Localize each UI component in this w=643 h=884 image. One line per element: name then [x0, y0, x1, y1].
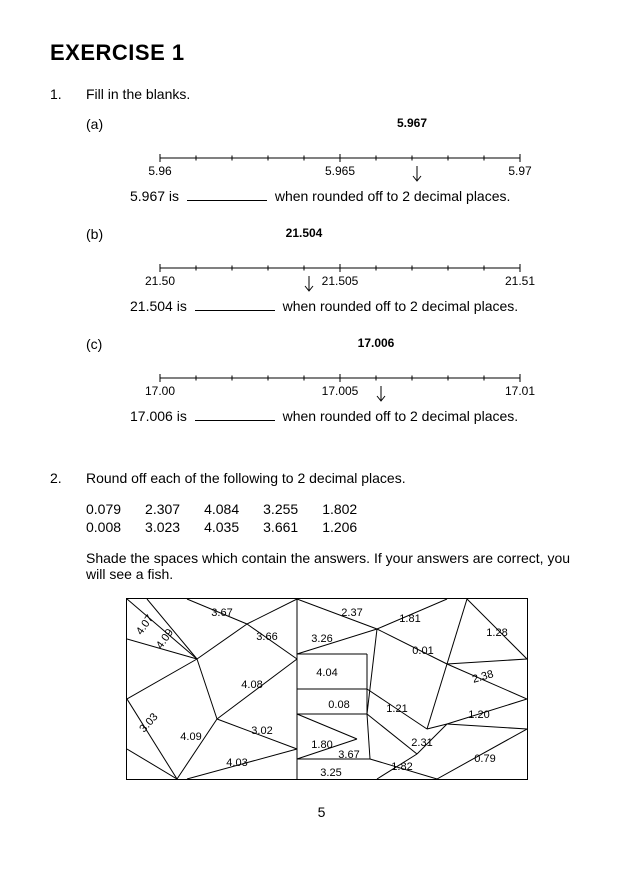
q1b-tail: when rounded off to 2 decimal places.	[283, 298, 519, 314]
num-cell: 1.206	[322, 518, 381, 536]
tick-label: 5.97	[508, 164, 531, 178]
q1c-lead: 17.006 is	[130, 408, 187, 424]
q1b-lead: 21.504 is	[130, 298, 187, 314]
q1c-tail: when rounded off to 2 decimal places.	[283, 408, 519, 424]
fish-cell-label: 4.04	[316, 667, 337, 679]
num-cell: 3.255	[263, 500, 322, 518]
question-2: 2. Round off each of the following to 2 …	[50, 470, 593, 780]
tick-label: 21.50	[145, 274, 175, 288]
table-row: 0.079 2.307 4.084 3.255 1.802	[86, 500, 381, 518]
fish-cell-label: 4.09	[180, 731, 201, 743]
fish-cell-label: 0.08	[328, 699, 349, 711]
page-number: 5	[50, 804, 593, 820]
table-row: 0.008 3.023 4.035 3.661 1.206	[86, 518, 381, 536]
fish-cell-label: 3.26	[311, 633, 332, 645]
q1a-sentence: 5.967 is when rounded off to 2 decimal p…	[130, 186, 593, 204]
q1a-lead: 5.967 is	[130, 188, 179, 204]
tick-label: 17.005	[322, 384, 359, 398]
question-1: 1. Fill in the blanks. (a) 5.9675.965.96…	[50, 86, 593, 446]
tick-label: 17.00	[145, 384, 175, 398]
q1b-blank[interactable]	[195, 296, 275, 311]
num-cell: 3.661	[263, 518, 322, 536]
fish-cell-label: 4.03	[226, 757, 247, 769]
num-cell: 4.035	[204, 518, 263, 536]
fish-cell-label: 3.67	[338, 749, 359, 761]
numberline-b: 21.504 21.50 21.505 21.51	[130, 226, 550, 288]
q2-number-table: 0.079 2.307 4.084 3.255 1.802 0.008 3.02…	[86, 500, 381, 536]
q1-part-b: (b) 21.504 21.50 21.505 21.51 21.504 is whe…	[86, 226, 593, 332]
page-title: EXERCISE 1	[50, 40, 593, 66]
fish-cell-label: 3.67	[211, 607, 232, 619]
q1b-sentence: 21.504 is when rounded off to 2 decimal …	[130, 296, 593, 314]
pointer-label: 21.504	[286, 226, 323, 240]
q1c-blank[interactable]	[195, 406, 275, 421]
q1-part-c: (c) 17.006 17.00 17.005 17.01 17.006 is whe…	[86, 336, 593, 442]
numberline-c: 17.006 17.00 17.005 17.01	[130, 336, 550, 398]
num-cell: 0.079	[86, 500, 145, 518]
fish-cell-label: 1.20	[468, 709, 489, 721]
num-cell: 0.008	[86, 518, 145, 536]
q1c-label: (c)	[86, 336, 130, 442]
q2-number: 2.	[50, 470, 86, 780]
fish-cell-label: 0.79	[474, 753, 495, 765]
fish-cell-label: 4.08	[241, 679, 262, 691]
fish-cell-label: 1.82	[391, 761, 412, 773]
fish-cell-label: 1.21	[386, 703, 407, 715]
num-cell: 3.023	[145, 518, 204, 536]
q1-number: 1.	[50, 86, 86, 446]
fish-cell-label: 3.66	[256, 631, 277, 643]
num-cell: 1.802	[322, 500, 381, 518]
fish-cell-label: 1.81	[399, 613, 420, 625]
fish-cell-label: 2.31	[411, 737, 432, 749]
tick-label: 21.505	[322, 274, 359, 288]
tick-label: 5.96	[148, 164, 171, 178]
fish-cell-label: 2.37	[341, 607, 362, 619]
q2-instruction: Shade the spaces which contain the answe…	[86, 550, 593, 582]
q1b-label: (b)	[86, 226, 130, 332]
fish-cell-label: 0.01	[412, 645, 433, 657]
tick-label: 5.965	[325, 164, 355, 178]
tick-label: 17.01	[505, 384, 535, 398]
fish-cell-label: 1.28	[486, 627, 507, 639]
numberline-a: 5.967 5.96 5.965 5.97	[130, 116, 550, 178]
q1-prompt: Fill in the blanks.	[86, 86, 593, 102]
q2-prompt: Round off each of the following to 2 dec…	[86, 470, 593, 486]
pointer-label: 17.006	[358, 336, 395, 350]
fish-cell-label: 1.80	[311, 739, 332, 751]
q1-part-a: (a) 5.967 5.96 5.965 5.97 5.967 is when rou…	[86, 116, 593, 222]
num-cell: 2.307	[145, 500, 204, 518]
q1c-sentence: 17.006 is when rounded off to 2 decimal …	[130, 406, 593, 424]
pointer-label: 5.967	[397, 116, 427, 130]
fish-cell-label: 3.25	[320, 767, 341, 779]
q1a-tail: when rounded off to 2 decimal places.	[275, 188, 511, 204]
q1a-blank[interactable]	[187, 186, 267, 201]
tick-label: 21.51	[505, 274, 535, 288]
num-cell: 4.084	[204, 500, 263, 518]
fish-puzzle: 4.074.093.673.664.083.034.093.024.032.37…	[126, 598, 528, 780]
fish-cell-label: 3.02	[251, 725, 272, 737]
q1a-label: (a)	[86, 116, 130, 222]
